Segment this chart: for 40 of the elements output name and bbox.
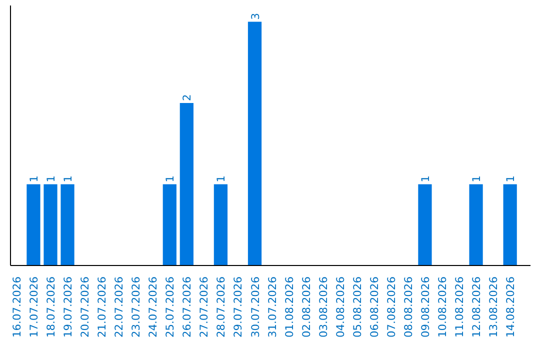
- data-label: 1: [27, 175, 40, 182]
- x-tick-label: 18.07.2026: [44, 276, 58, 338]
- data-label: 1: [418, 175, 432, 182]
- x-tick-label: 20.07.2026: [78, 276, 92, 338]
- x-tick-label: 24.07.2026: [146, 276, 160, 338]
- x-tick-label: 13.08.2026: [487, 276, 500, 338]
- data-label: 1: [214, 175, 228, 182]
- data-label: 1: [164, 175, 177, 182]
- x-tick-label: 14.08.2026: [504, 276, 518, 338]
- x-tick-label: 29.07.2026: [232, 276, 245, 338]
- x-tick-label: 05.08.2026: [350, 276, 364, 338]
- x-tick-label: 02.08.2026: [300, 276, 313, 338]
- x-tick-label: 11.08.2026: [453, 276, 466, 338]
- x-tick-label: 03.08.2026: [316, 276, 330, 338]
- x-tick-label: 04.08.2026: [334, 276, 347, 338]
- x-tick-label: 21.07.2026: [96, 276, 109, 338]
- x-tick-label: 01.08.2026: [282, 276, 296, 338]
- x-tick-label: 12.08.2026: [470, 276, 484, 338]
- x-tick-label: 10.08.2026: [436, 276, 449, 338]
- data-label: 1: [44, 175, 58, 182]
- data-label: 3: [248, 12, 262, 20]
- x-tick-label: 25.07.2026: [164, 276, 177, 338]
- x-tick-label: 07.08.2026: [384, 276, 398, 338]
- x-tick-label: 27.07.2026: [198, 276, 211, 338]
- x-tick-label: 16.07.2026: [10, 276, 24, 338]
- x-tick-label: 31.07.2026: [266, 276, 279, 338]
- x-tick-label: 19.07.2026: [62, 276, 75, 338]
- x-tick-label: 26.07.2026: [180, 276, 194, 338]
- x-tick-label: 28.07.2026: [214, 276, 228, 338]
- x-tick-label: 22.07.2026: [112, 276, 126, 338]
- x-tick-label: 30.07.2026: [248, 276, 262, 338]
- data-label: 2: [180, 94, 194, 101]
- x-tick-label: 23.07.2026: [130, 276, 143, 338]
- x-tick-label: 08.08.2026: [402, 276, 415, 338]
- data-label: 1: [470, 175, 484, 182]
- x-tick-label: 09.08.2026: [418, 276, 432, 338]
- data-label: 1: [504, 175, 518, 182]
- data-label: 1: [62, 175, 75, 182]
- x-tick-label: 17.07.2026: [27, 276, 40, 338]
- x-tick-label: 06.08.2026: [368, 276, 381, 338]
